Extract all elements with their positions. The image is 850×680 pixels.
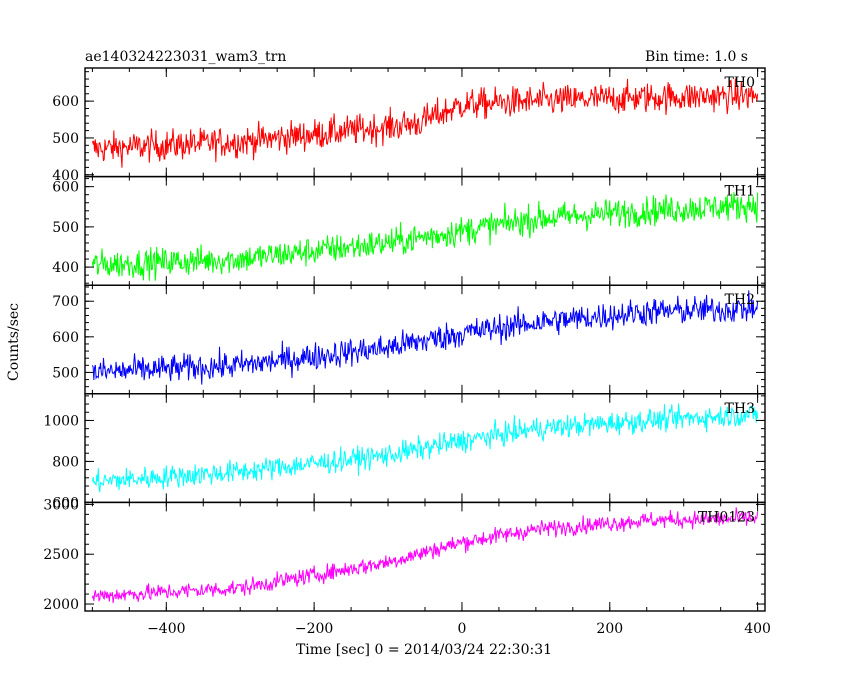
x-axis-label: Time [sec] 0 = 2014/03/24 22:30:31 bbox=[296, 642, 552, 658]
panel-frame bbox=[84, 67, 766, 178]
series-line-th0 bbox=[91, 78, 759, 168]
y-tick-label: 1000 bbox=[43, 413, 79, 429]
panels: 400 500 600 TH0 400 500 600 TH1 500 600 700 TH2 600 8… bbox=[43, 67, 766, 613]
y-tick-label: 600 bbox=[52, 180, 79, 196]
y-tick-label: 2000 bbox=[43, 597, 79, 613]
y-tick-label: 2500 bbox=[43, 547, 79, 563]
y-axis-label: Counts/sec bbox=[6, 303, 22, 381]
plot-header-right: Bin time: 1.0 s bbox=[645, 49, 748, 65]
plot-header-left: ae140324223031_wam3_trn bbox=[85, 49, 286, 65]
panel-label-th1: TH1 bbox=[725, 184, 755, 200]
panel-th2: 500 600 700 TH2 bbox=[52, 284, 766, 395]
series-line-th2 bbox=[91, 290, 759, 385]
y-tick-label: 600 bbox=[52, 94, 79, 110]
panel-th0123: 2000 2500 3000 TH0123 bbox=[43, 497, 766, 613]
series-line-th3 bbox=[91, 403, 759, 493]
x-tick-label: 0 bbox=[457, 621, 466, 637]
panel-th0: 400 500 600 TH0 bbox=[52, 67, 766, 184]
series-line-th0123 bbox=[91, 507, 759, 604]
series-line-th1 bbox=[91, 192, 759, 281]
panel-label-th0123: TH0123 bbox=[698, 509, 755, 525]
panel-label-th0: TH0 bbox=[725, 75, 755, 91]
panel-label-th2: TH2 bbox=[725, 292, 755, 308]
panel-th1: 400 500 600 TH1 bbox=[52, 175, 766, 286]
x-tick-label: 200 bbox=[596, 621, 623, 637]
x-tick-label: −200 bbox=[295, 621, 333, 637]
y-tick-label: 800 bbox=[52, 454, 79, 470]
y-tick-label: 700 bbox=[52, 294, 79, 310]
y-tick-label: 500 bbox=[52, 131, 79, 147]
panel-th3: 600 800 1000 TH3 bbox=[43, 393, 766, 511]
y-tick-label: 500 bbox=[52, 220, 79, 236]
y-tick-label: 400 bbox=[52, 260, 79, 276]
y-tick-label: 3000 bbox=[43, 497, 79, 513]
x-tick-label: 400 bbox=[744, 621, 771, 637]
x-tick-label: −400 bbox=[147, 621, 185, 637]
y-tick-label: 500 bbox=[52, 365, 79, 381]
y-tick-label: 600 bbox=[52, 330, 79, 346]
x-axis: −400 −200 0 200 400 bbox=[147, 621, 771, 637]
y-tick-label: 400 bbox=[52, 168, 79, 184]
panel-label-th3: TH3 bbox=[725, 401, 755, 417]
y-tick-label: 600 bbox=[52, 495, 79, 511]
